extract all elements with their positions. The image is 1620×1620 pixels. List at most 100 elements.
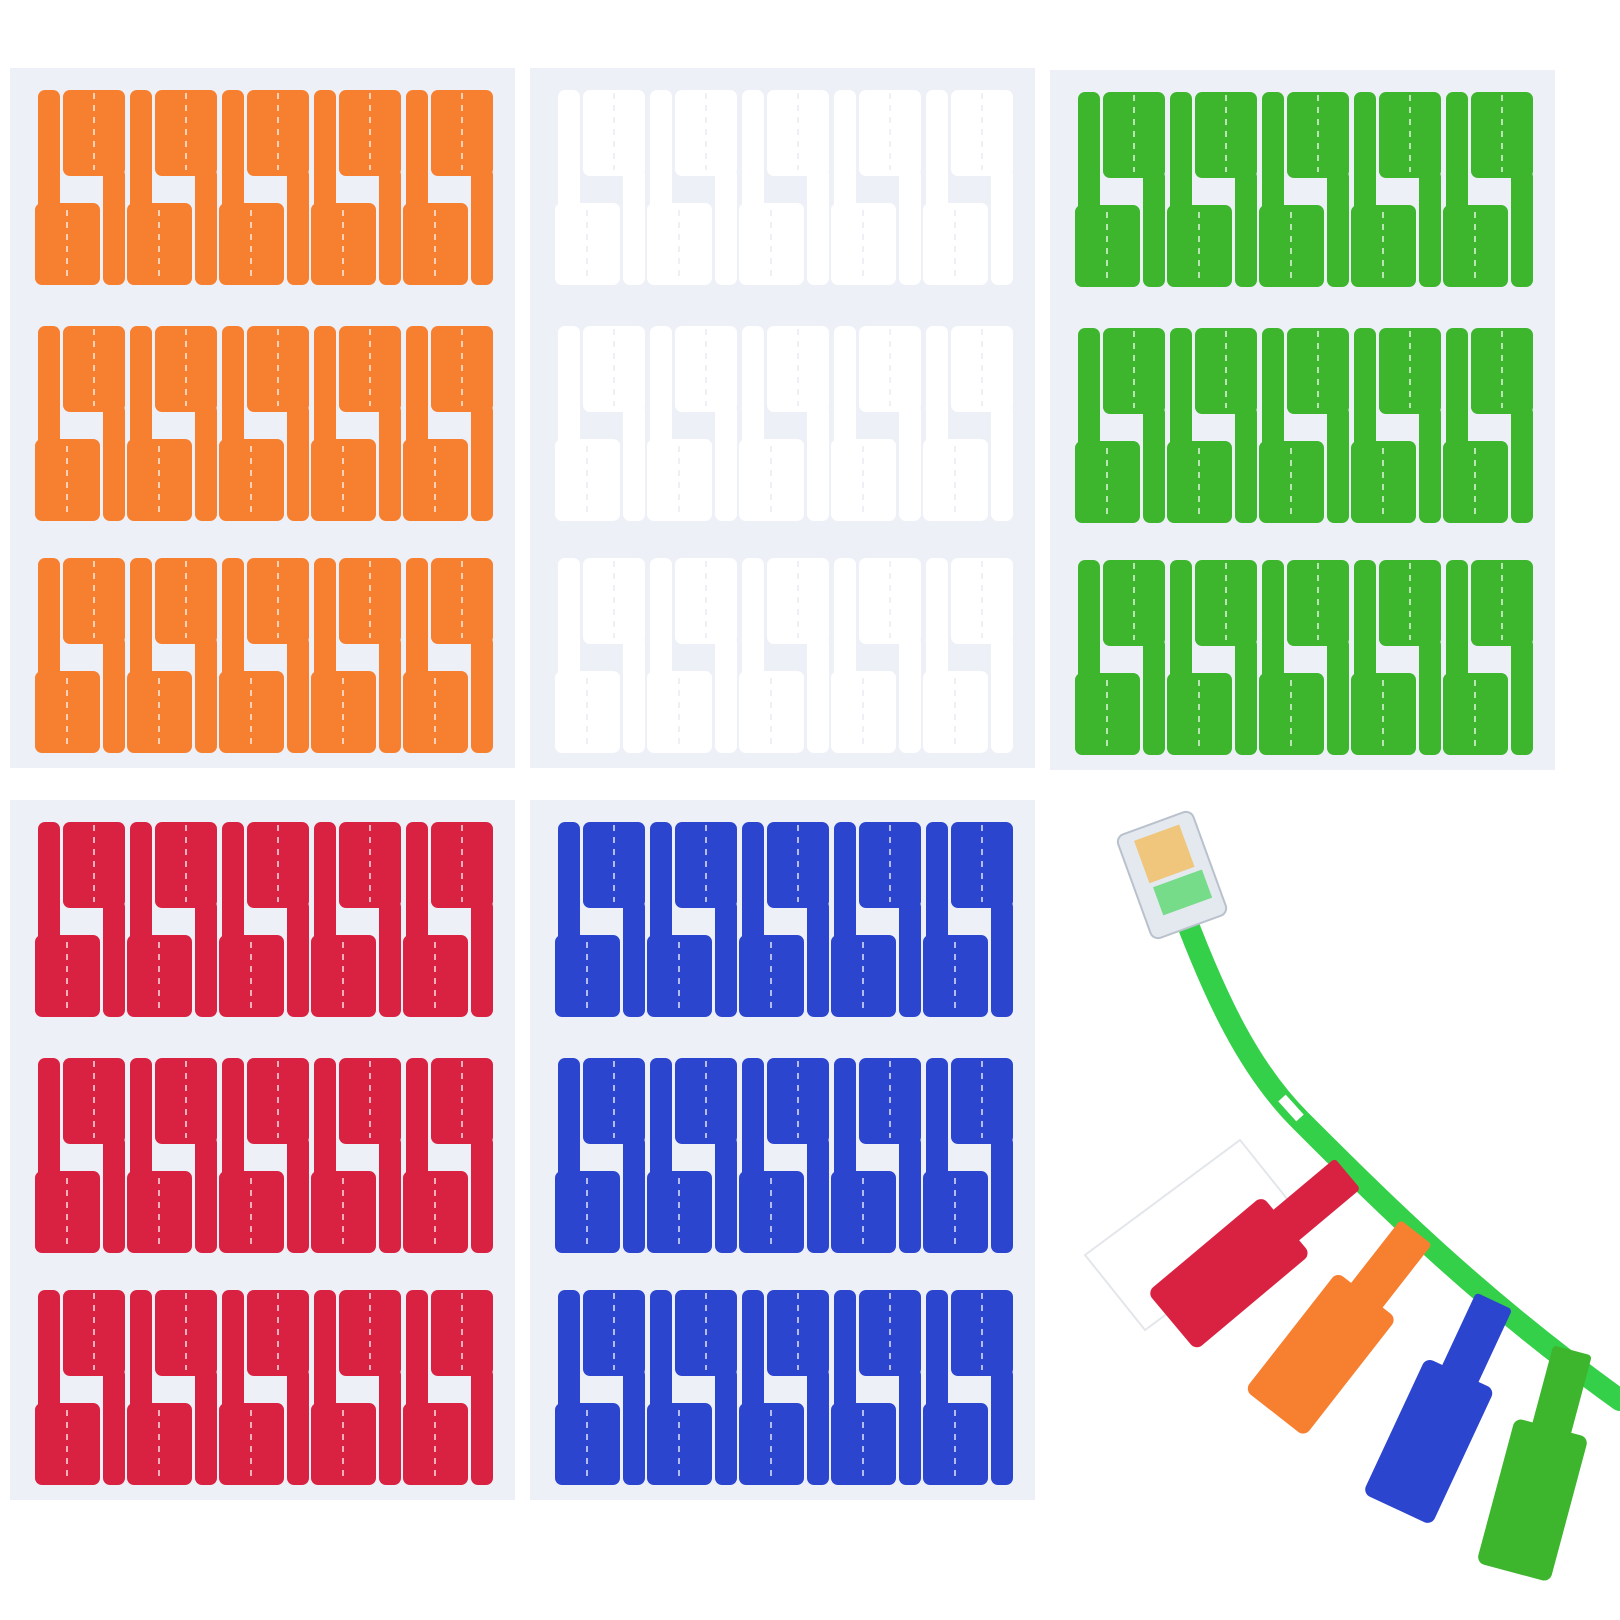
cable-label	[431, 90, 493, 285]
cable-label	[739, 326, 804, 521]
cable-label	[403, 1290, 468, 1485]
cable-label	[831, 90, 896, 285]
cable-label	[859, 1058, 921, 1253]
cable-label	[403, 558, 468, 753]
cable-label	[831, 326, 896, 521]
cable-label	[647, 1058, 712, 1253]
cable-label	[35, 90, 100, 285]
cable-label	[1471, 328, 1533, 523]
cable-label	[431, 1290, 493, 1485]
cable-label	[951, 90, 1013, 285]
cable-label	[311, 558, 376, 753]
cable-label	[1443, 560, 1508, 755]
cable-label	[63, 822, 125, 1017]
cable-label	[583, 326, 645, 521]
cable-label	[555, 558, 620, 753]
cable-label	[583, 822, 645, 1017]
cable-label	[35, 822, 100, 1017]
cable-label	[1259, 560, 1324, 755]
cable-label	[339, 326, 401, 521]
cable-label	[311, 90, 376, 285]
label-sheet-orange	[10, 68, 515, 768]
cable-label	[859, 90, 921, 285]
cable-label	[767, 1058, 829, 1253]
cable-label	[155, 822, 217, 1017]
cable-label	[155, 1058, 217, 1253]
cable-label	[647, 90, 712, 285]
cable-label	[739, 822, 804, 1017]
cable-label	[951, 1290, 1013, 1485]
cable-label	[859, 558, 921, 753]
cable-label	[831, 1058, 896, 1253]
cable-label	[1471, 560, 1533, 755]
cable-label	[1075, 328, 1140, 523]
cable-label	[127, 558, 192, 753]
tag-orange	[1247, 1221, 1431, 1434]
cable-label	[1195, 92, 1257, 287]
cable-label	[831, 822, 896, 1017]
cable-label	[831, 1290, 896, 1485]
cable-label	[247, 558, 309, 753]
cable-label	[339, 1058, 401, 1253]
cable-label	[63, 558, 125, 753]
tag-blue	[1365, 1293, 1512, 1523]
cable-illustration	[1083, 810, 1620, 1581]
cable-label	[63, 90, 125, 285]
cable-label	[583, 1058, 645, 1253]
cable-label	[311, 822, 376, 1017]
cable-label	[1287, 92, 1349, 287]
cable-label	[1195, 560, 1257, 755]
cable-label	[951, 822, 1013, 1017]
cable-label	[155, 1290, 217, 1485]
cable-label	[859, 822, 921, 1017]
cable-label	[555, 90, 620, 285]
cable-label	[35, 1290, 100, 1485]
cable-label	[1259, 92, 1324, 287]
cable-label	[555, 822, 620, 1017]
cable-label	[923, 558, 988, 753]
cable-label	[647, 1290, 712, 1485]
cable-label	[555, 1058, 620, 1253]
cable-label	[219, 326, 284, 521]
cable-label	[1351, 560, 1416, 755]
cable-label	[951, 326, 1013, 521]
cable-label	[767, 558, 829, 753]
cable-label	[675, 558, 737, 753]
cable-label	[1103, 328, 1165, 523]
cable-label	[127, 1290, 192, 1485]
cable-label	[311, 326, 376, 521]
label-sheet-white	[530, 68, 1035, 768]
cable-label	[647, 558, 712, 753]
cable-label	[339, 822, 401, 1017]
cable-label	[675, 326, 737, 521]
cable-label	[675, 1290, 737, 1485]
cable-label	[35, 1058, 100, 1253]
cable-label	[1103, 560, 1165, 755]
cable-label	[35, 326, 100, 521]
cable-label	[127, 90, 192, 285]
cable-label	[403, 822, 468, 1017]
cable-label	[403, 326, 468, 521]
tag-red	[1150, 1159, 1359, 1348]
cable-label	[219, 1058, 284, 1253]
cable-label	[1379, 328, 1441, 523]
cable-label	[339, 90, 401, 285]
cable-label	[923, 1058, 988, 1253]
cable-label	[739, 1290, 804, 1485]
cable-label	[739, 90, 804, 285]
cable-label	[923, 1290, 988, 1485]
cable-label	[767, 1290, 829, 1485]
cable-label	[767, 326, 829, 521]
cable-label	[1075, 560, 1140, 755]
cable-label	[923, 326, 988, 521]
cable-label	[583, 558, 645, 753]
cable-label	[583, 1290, 645, 1485]
cable-label	[675, 1058, 737, 1253]
cable-label	[35, 558, 100, 753]
cable-label	[555, 1290, 620, 1485]
cable-label	[767, 90, 829, 285]
cable-label	[403, 90, 468, 285]
cable-label	[831, 558, 896, 753]
cable-label	[219, 558, 284, 753]
cable-label	[951, 558, 1013, 753]
